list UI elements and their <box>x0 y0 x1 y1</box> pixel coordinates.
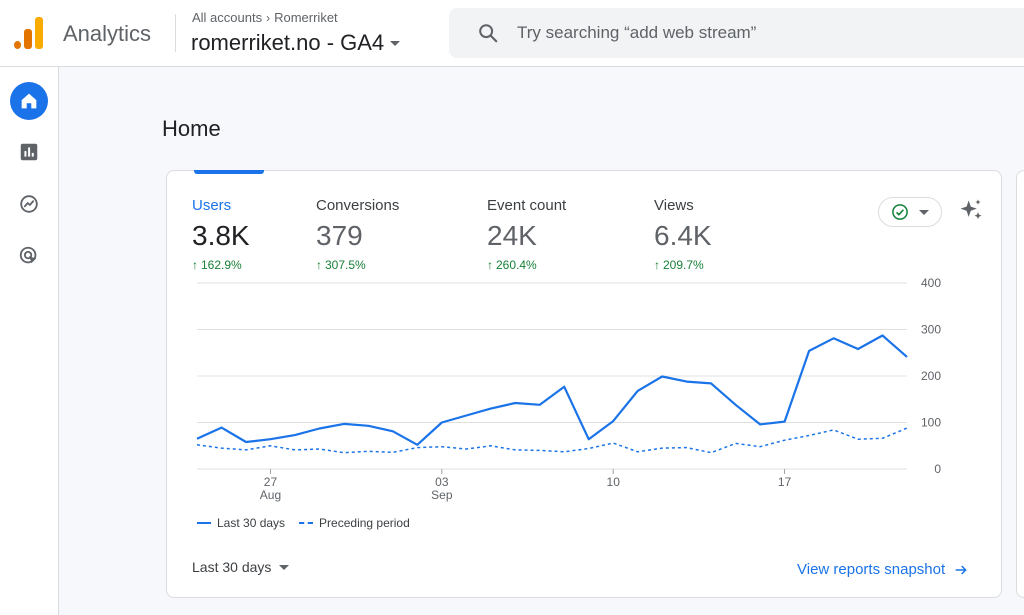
legend-item-preceding: Preceding period <box>299 516 410 530</box>
property-name: romerriket.no - GA4 <box>191 30 385 55</box>
y-tick-label: 100 <box>921 416 941 430</box>
dropdown-arrow-icon <box>279 564 290 570</box>
top-bar: Analytics All accounts › Romerriket rome… <box>0 0 1024 67</box>
x-tick-label: 17 <box>778 475 792 489</box>
nav-reports[interactable] <box>10 133 48 171</box>
series-line-preceding <box>196 427 908 454</box>
advertising-icon <box>19 246 37 264</box>
y-tick-label: 0 <box>934 462 941 476</box>
arrow-up-icon: ↑ <box>487 258 493 272</box>
dropdown-arrow-icon <box>390 40 401 46</box>
arrow-up-icon: ↑ <box>654 258 660 272</box>
chart-legend: Last 30 days Preceding period <box>197 516 410 530</box>
chevron-right-icon: › <box>266 10 271 25</box>
x-tick-month-label: Sep <box>431 488 453 502</box>
secondary-card <box>1016 170 1024 598</box>
metric-event-count[interactable]: Event count 24K ↑ 260.4% <box>487 197 566 272</box>
legend-solid-swatch <box>197 522 211 524</box>
dropdown-arrow-icon <box>919 209 929 215</box>
app-name: Analytics <box>63 21 152 46</box>
nav-home[interactable] <box>10 82 48 120</box>
metric-label: Users <box>192 197 232 214</box>
x-tick-month-label: Aug <box>260 488 281 502</box>
legend-label: Last 30 days <box>217 516 286 530</box>
legend-label: Preceding period <box>319 516 410 530</box>
metric-label: Views <box>654 197 694 214</box>
x-tick-label: 10 <box>607 475 621 489</box>
metric-value: 6.4K <box>654 220 712 251</box>
active-tab-indicator <box>194 170 264 174</box>
metric-value: 24K <box>487 220 537 251</box>
y-tick-label: 400 <box>921 276 941 290</box>
overview-card: Users 3.8K ↑ 162.9% Conversions 379 ↑ 307.… <box>166 170 1002 598</box>
left-nav <box>0 67 59 615</box>
metric-change: ↑ 162.9% <box>192 258 242 272</box>
metric-change: ↑ 209.7% <box>654 258 704 272</box>
x-tick-label: 03 <box>435 475 449 489</box>
nav-advertising[interactable] <box>10 237 48 275</box>
data-quality-button[interactable] <box>878 197 942 227</box>
search-bar[interactable]: Try searching “add web stream” <box>449 8 1024 58</box>
y-tick-label: 300 <box>921 323 941 337</box>
x-tick-label: 27 <box>264 475 278 489</box>
arrow-up-icon: ↑ <box>192 258 198 272</box>
check-circle-icon <box>892 204 908 220</box>
metric-label: Conversions <box>316 197 400 214</box>
breadcrumb-root[interactable]: All accounts <box>192 10 263 25</box>
breadcrumb-account[interactable]: Romerriket <box>274 10 338 25</box>
search-input[interactable]: Try searching “add web stream” <box>517 23 757 42</box>
metric-users[interactable]: Users 3.8K ↑ 162.9% <box>192 197 250 272</box>
metric-conversions[interactable]: Conversions 379 ↑ 307.5% <box>316 197 399 272</box>
series-line-current <box>196 334 908 446</box>
metric-change: ↑ 307.5% <box>316 258 366 272</box>
explore-icon <box>20 195 38 213</box>
metric-change: ↑ 260.4% <box>487 258 537 272</box>
home-icon <box>21 93 37 109</box>
nav-explore[interactable] <box>10 185 48 223</box>
metric-value: 379 <box>316 220 363 251</box>
metric-label: Event count <box>487 197 567 214</box>
metric-views[interactable]: Views 6.4K ↑ 209.7% <box>654 197 712 272</box>
arrow-right-icon <box>955 564 967 575</box>
legend-dash-swatch <box>299 522 314 524</box>
y-tick-label: 200 <box>921 369 941 383</box>
page-title: Home <box>162 116 221 141</box>
search-icon <box>479 24 498 43</box>
property-selector[interactable]: romerriket.no - GA4 <box>191 30 401 56</box>
arrow-up-icon: ↑ <box>316 258 322 272</box>
reports-icon <box>20 143 38 161</box>
view-reports-snapshot-link[interactable]: View reports snapshot <box>797 561 969 578</box>
date-range-selector[interactable]: Last 30 days <box>192 559 290 575</box>
date-range-label: Last 30 days <box>192 559 272 575</box>
sparkle-insights-icon[interactable] <box>957 197 985 225</box>
header-divider <box>175 14 176 52</box>
legend-item-current: Last 30 days <box>197 516 285 530</box>
metric-value: 3.8K <box>192 220 250 251</box>
analytics-logo-icon[interactable] <box>14 17 44 49</box>
breadcrumb[interactable]: All accounts › Romerriket <box>192 10 338 25</box>
view-link-label: View reports snapshot <box>797 561 946 578</box>
